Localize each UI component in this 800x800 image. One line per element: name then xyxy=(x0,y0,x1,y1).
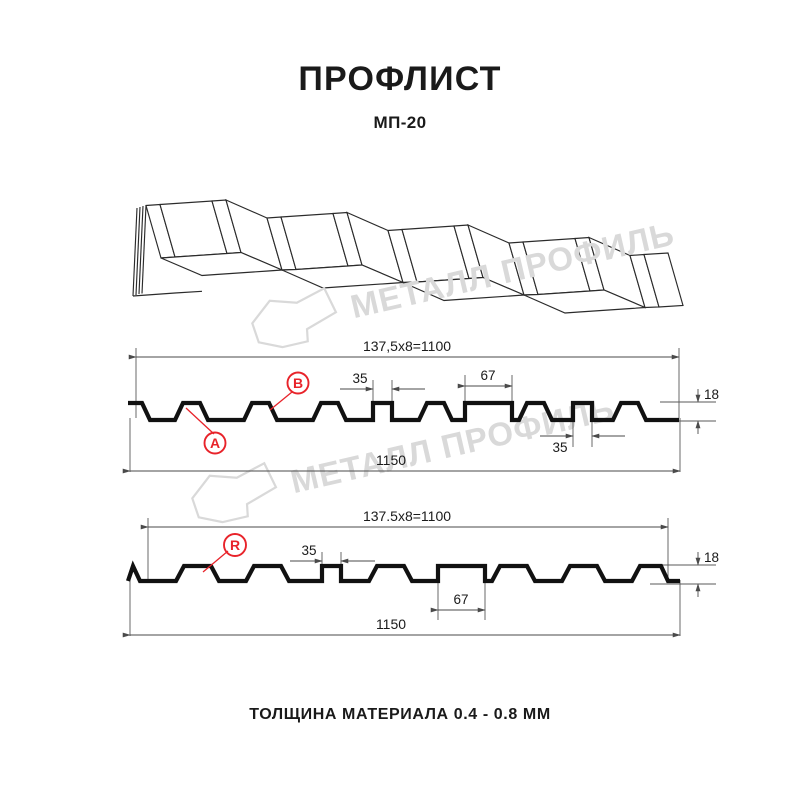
callout-a-label: A xyxy=(210,435,220,451)
dim-overall-pitch-top: 137,5x8=1100 xyxy=(128,338,680,360)
callout-r: R xyxy=(202,533,247,573)
dim-overall-width-top: 1150 xyxy=(122,452,681,474)
dim-overall-width-top-label: 1150 xyxy=(376,452,406,468)
dim-rib-top-label: 35 xyxy=(352,371,367,386)
callout-a: A xyxy=(185,407,227,455)
title-block: ПРОФЛИСТ МП-20 xyxy=(0,62,800,133)
dim-rib-bottom-view-label: 35 xyxy=(301,543,316,558)
dim-rib-bottom-label: 35 xyxy=(552,440,567,455)
dim-overall-pitch-bottom-label: 137.5x8=1100 xyxy=(363,508,451,524)
dim-height-bottom-label: 18 xyxy=(704,550,719,565)
dim-valley-top: 67 xyxy=(457,368,513,389)
page-title: ПРОФЛИСТ xyxy=(298,60,502,98)
sheet-edge-thickness xyxy=(132,205,147,297)
isometric-ribs xyxy=(145,198,684,314)
dim-overall-pitch-top-label: 137,5x8=1100 xyxy=(363,338,451,354)
dim-overall-width-bottom-label: 1150 xyxy=(376,616,406,632)
dim-valley-bottom-label: 67 xyxy=(453,592,468,607)
dim-rib-top: 35 xyxy=(340,371,425,392)
dim-valley-top-label: 67 xyxy=(480,368,495,383)
profile-outline-top xyxy=(128,400,679,423)
dim-height-top: 18 xyxy=(695,387,719,434)
material-thickness-note: ТОЛЩИНА МАТЕРИАЛА 0.4 - 0.8 ММ xyxy=(249,706,551,723)
dim-rib-bottom: 35 xyxy=(540,433,625,455)
dim-overall-width-bottom: 1150 xyxy=(122,616,681,638)
profile-outline-bottom xyxy=(126,560,680,584)
callout-b: B xyxy=(269,371,310,411)
isometric-sheet xyxy=(132,198,684,314)
dim-overall-pitch-bottom: 137.5x8=1100 xyxy=(140,508,669,530)
dim-rib-bottom-view: 35 xyxy=(290,543,375,564)
dim-height-bottom: 18 xyxy=(695,550,719,597)
callout-b-label: B xyxy=(293,375,303,391)
dim-valley-bottom: 67 xyxy=(430,592,486,613)
isometric-front-edge xyxy=(132,290,203,297)
callout-r-label: R xyxy=(230,537,240,553)
dim-height-top-label: 18 xyxy=(704,387,719,402)
product-code: МП-20 xyxy=(373,113,427,132)
